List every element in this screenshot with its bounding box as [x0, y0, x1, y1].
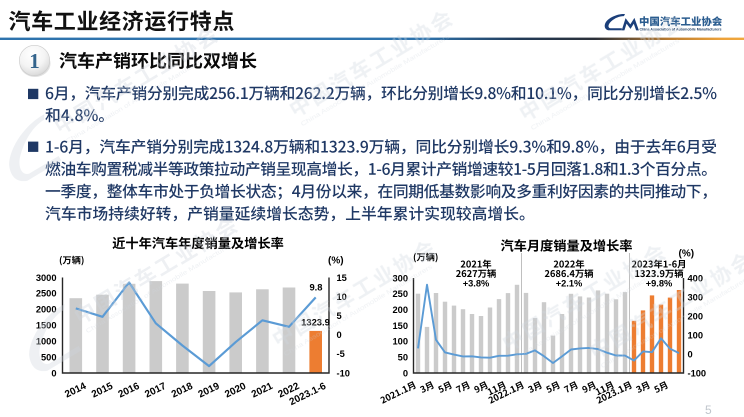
svg-text:2018: 2018 — [170, 381, 195, 401]
svg-text:-10: -10 — [337, 368, 350, 378]
svg-text:China Association of Automobil: China Association of Automobile Manufact… — [640, 27, 722, 31]
svg-text:15: 15 — [337, 273, 347, 283]
svg-text:2016: 2016 — [117, 381, 142, 401]
svg-text:300: 300 — [392, 273, 408, 283]
svg-text:+3.8%: +3.8% — [463, 279, 490, 289]
svg-text:150: 150 — [392, 321, 408, 331]
svg-text:100: 100 — [392, 337, 408, 347]
svg-text:1500: 1500 — [36, 321, 57, 331]
svg-text:-5: -5 — [337, 349, 345, 359]
svg-text:(%): (%) — [328, 256, 344, 267]
svg-text:200: 200 — [688, 311, 704, 321]
svg-text:0: 0 — [51, 368, 56, 378]
svg-text:1000: 1000 — [36, 337, 57, 347]
svg-text:2019: 2019 — [197, 381, 222, 401]
svg-text:5: 5 — [337, 311, 342, 321]
svg-text:50: 50 — [398, 353, 408, 363]
svg-text:9.8: 9.8 — [309, 281, 322, 292]
svg-text:2017: 2017 — [143, 381, 168, 401]
svg-text:2014: 2014 — [63, 381, 88, 401]
svg-text:(%): (%) — [679, 249, 695, 260]
svg-text:1: 1 — [29, 49, 40, 73]
svg-text:-100: -100 — [688, 368, 707, 378]
svg-text:0: 0 — [688, 349, 693, 359]
svg-text:2020: 2020 — [223, 381, 248, 401]
svg-text:2015: 2015 — [90, 381, 115, 401]
svg-text:5: 5 — [705, 403, 712, 417]
svg-text:0: 0 — [403, 368, 408, 378]
svg-text:China Association of Automobil: China Association of Automobile Manufact… — [283, 264, 434, 359]
svg-text:1323.9: 1323.9 — [301, 316, 330, 327]
svg-text:250: 250 — [392, 289, 408, 299]
svg-text:2000: 2000 — [36, 305, 57, 315]
svg-text:2500: 2500 — [36, 289, 57, 299]
svg-text:China Association of Automobil: China Association of Automobile Manufact… — [300, 34, 451, 129]
svg-text:100: 100 — [688, 330, 704, 340]
svg-text:300: 300 — [688, 292, 704, 302]
svg-text:400: 400 — [688, 273, 704, 283]
svg-text:+2.1%: +2.1% — [556, 279, 583, 289]
svg-text:0: 0 — [337, 330, 342, 340]
svg-text:2021: 2021 — [250, 381, 275, 401]
svg-text:500: 500 — [41, 352, 57, 362]
svg-text:China Association of Automobil: China Association of Automobile Manufact… — [530, 38, 681, 133]
svg-text:3000: 3000 — [36, 273, 57, 283]
svg-text:+9.8%: +9.8% — [646, 279, 673, 289]
svg-text:200: 200 — [392, 305, 408, 315]
